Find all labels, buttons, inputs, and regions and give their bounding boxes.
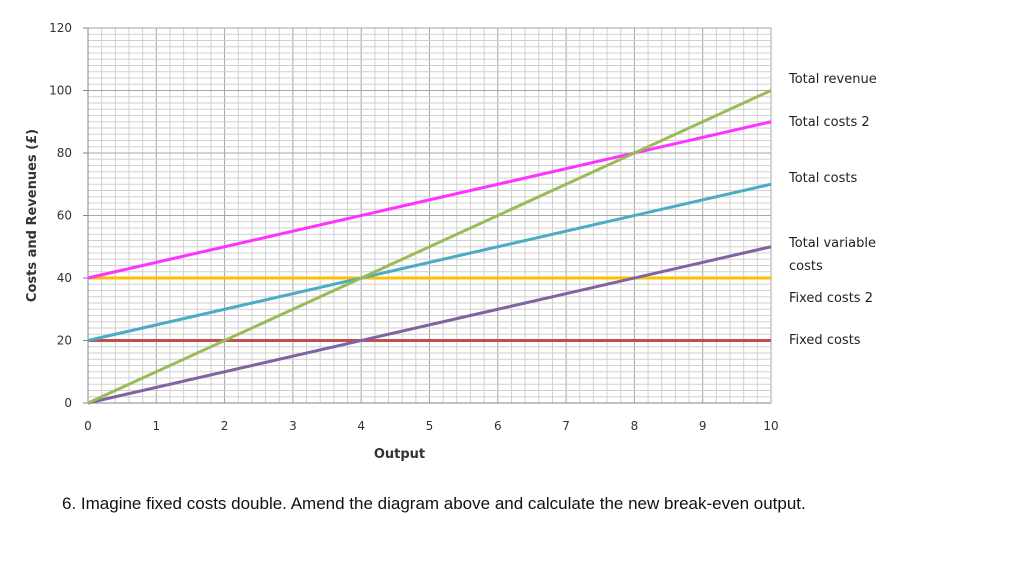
x-tick-label: 9 xyxy=(699,419,707,433)
series-line-total-costs-2 xyxy=(87,120,772,280)
chart-series xyxy=(87,89,772,405)
series-line-total-costs xyxy=(87,182,772,342)
x-tick-label: 1 xyxy=(152,419,160,433)
legend-label-fixed-costs: Fixed costs xyxy=(789,333,861,348)
y-tick-label: 20 xyxy=(57,334,72,348)
legend-label-total-costs: Total costs xyxy=(788,171,857,186)
y-tick-label: 100 xyxy=(49,84,72,98)
x-tick-label: 4 xyxy=(357,419,365,433)
x-tick-label: 2 xyxy=(221,419,229,433)
legend-label-total-revenue: Total revenue xyxy=(788,72,877,87)
series-line-total-variable-costs xyxy=(87,245,772,405)
legend-label-total-costs-2: Total costs 2 xyxy=(788,115,870,130)
y-tick-label: 40 xyxy=(57,271,72,285)
series-line-total-revenue xyxy=(87,89,772,405)
chart-legend: Total revenue Total costs 2 Total costs Tot… xyxy=(788,72,877,348)
chart-grid xyxy=(87,27,772,404)
question-text: 6. Imagine fixed costs double. Amend the… xyxy=(62,494,806,513)
x-axis-title: Output xyxy=(374,447,425,462)
y-tick-label: 60 xyxy=(57,209,72,223)
x-tick-label: 3 xyxy=(289,419,297,433)
y-axis-title: Costs and Revenues (£) xyxy=(25,129,40,302)
x-tick-label: 5 xyxy=(426,419,434,433)
x-tick-label: 6 xyxy=(494,419,502,433)
x-tick-label: 10 xyxy=(763,419,778,433)
legend-label-total-variable-costs: Total variable costs xyxy=(788,236,876,274)
y-tick-label: 120 xyxy=(49,21,72,35)
x-tick-label: 7 xyxy=(562,419,570,433)
y-tick-label: 80 xyxy=(57,146,72,160)
legend-label-fixed-costs-2: Fixed costs 2 xyxy=(789,291,873,306)
y-tick-label: 0 xyxy=(64,396,72,410)
x-tick-label: 8 xyxy=(631,419,639,433)
x-tick-label: 0 xyxy=(84,419,92,433)
